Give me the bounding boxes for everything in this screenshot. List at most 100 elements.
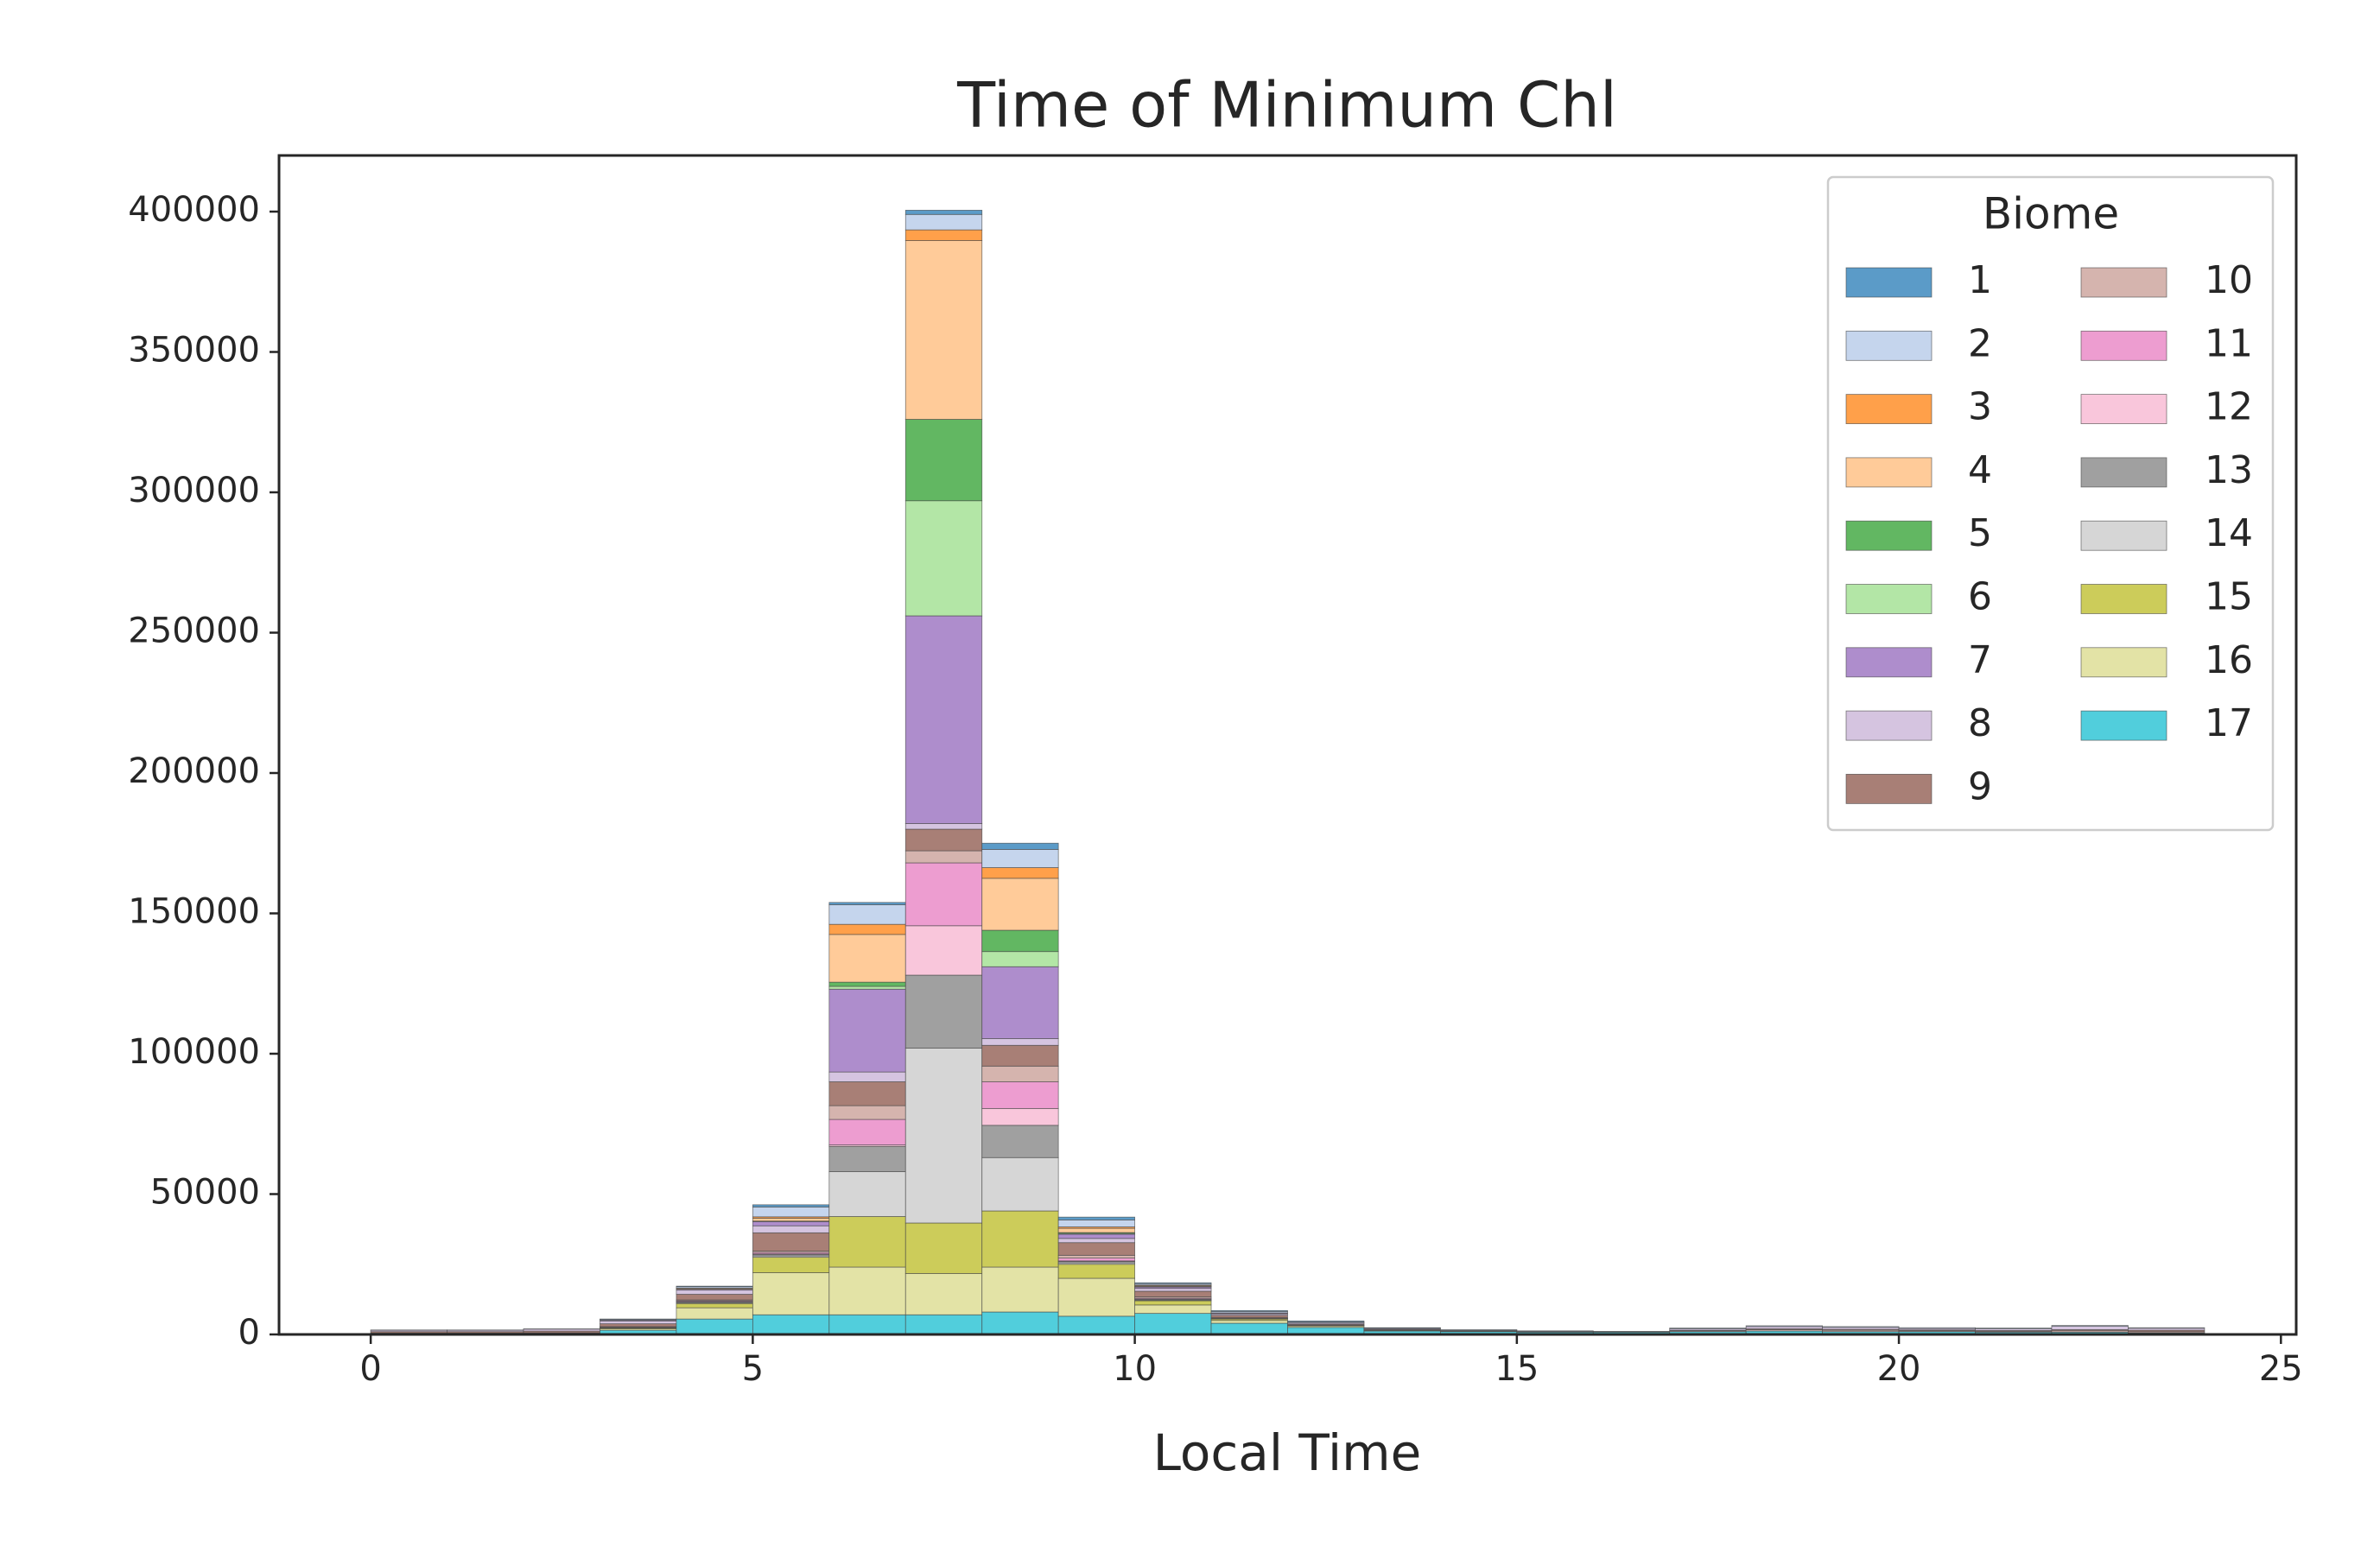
legend-swatch — [1845, 520, 1933, 551]
bar-segment — [676, 1318, 753, 1335]
legend-swatch — [2080, 520, 2167, 551]
bar-segment — [904, 925, 983, 976]
bar-segment — [1975, 1328, 2053, 1329]
bar-segment — [1057, 1258, 1136, 1262]
y-tick-label: 150000 — [128, 892, 260, 932]
legend-label: 3 — [1968, 385, 1992, 429]
bar-segment — [2051, 1325, 2129, 1327]
bar-segment — [676, 1290, 753, 1295]
bar-segment — [828, 985, 906, 990]
legend-label: 12 — [2205, 385, 2253, 429]
bar-segment — [1210, 1322, 1288, 1335]
bar-segment — [1822, 1326, 1900, 1328]
bar-segment — [1439, 1329, 1518, 1331]
legend-swatch — [2080, 457, 2167, 488]
bar-segment — [752, 1314, 830, 1335]
bar-segment — [904, 240, 983, 420]
bar-segment — [752, 1204, 830, 1207]
bar-segment — [981, 951, 1059, 967]
bar-segment — [981, 1081, 1059, 1109]
bar-segment — [1669, 1328, 1747, 1329]
bar-segment — [600, 1323, 677, 1328]
legend-swatch — [2080, 647, 2167, 678]
x-tick-label: 10 — [1113, 1349, 1157, 1389]
bar-segment — [2051, 1326, 2129, 1330]
x-tick-label: 15 — [1495, 1349, 1539, 1389]
bar-segment — [1134, 1290, 1212, 1297]
bar-segment — [981, 1065, 1059, 1082]
y-tick-label: 50000 — [150, 1173, 260, 1213]
legend-swatch — [1845, 584, 1933, 614]
legend-label: 2 — [1968, 321, 1992, 365]
y-tick-label: 350000 — [128, 331, 260, 371]
bar-segment — [828, 1171, 906, 1217]
legend-label: 7 — [1968, 638, 1992, 682]
bar-segment — [1057, 1242, 1136, 1256]
x-axis-label: Local Time — [1153, 1423, 1422, 1482]
bar-segment — [1745, 1325, 1824, 1328]
bar-segment — [752, 1207, 830, 1218]
bar-segment — [981, 867, 1059, 879]
bar-segment — [752, 1220, 830, 1226]
bar-segment — [828, 1216, 906, 1268]
legend-label: 10 — [2205, 258, 2253, 302]
bar-segment — [904, 500, 983, 617]
bar-segment — [904, 419, 983, 502]
bar-segment — [904, 1048, 983, 1224]
legend-label: 4 — [1968, 448, 1992, 492]
legend-title: Biome — [1983, 189, 2119, 239]
bar-segment — [1516, 1330, 1594, 1332]
bar-segment — [828, 902, 906, 905]
bar-segment — [904, 1222, 983, 1274]
x-tick-label: 5 — [742, 1349, 764, 1389]
bar-segment — [981, 1044, 1059, 1067]
bar-segment — [1134, 1300, 1212, 1306]
bar-segment — [904, 974, 983, 1049]
bar-segment — [1134, 1304, 1212, 1315]
legend-swatch — [1845, 710, 1933, 741]
bar-segment — [828, 904, 906, 925]
bar-segment — [676, 1302, 753, 1309]
y-tick-label: 300000 — [128, 471, 260, 510]
bar-segment — [981, 849, 1059, 868]
bar-segment — [752, 1232, 830, 1252]
bar-segment — [828, 923, 906, 935]
legend-label: 15 — [2205, 575, 2253, 619]
bar-segment — [1057, 1315, 1136, 1335]
legend-swatch — [2080, 584, 2167, 614]
bar-segment — [904, 823, 983, 830]
bar-segment — [981, 842, 1059, 850]
bar-segment — [1210, 1309, 1288, 1312]
legend-label: 16 — [2205, 638, 2253, 682]
legend-label: 5 — [1968, 511, 1992, 555]
bar-segment — [1057, 1264, 1136, 1279]
bar-segment — [981, 929, 1059, 953]
bar-segment — [981, 878, 1059, 931]
bar-segment — [1210, 1320, 1288, 1324]
bar-segment — [676, 1285, 753, 1288]
bar-segment — [981, 1210, 1059, 1268]
bar-segment — [828, 1081, 906, 1106]
chart-title: Time of Minimum Chl — [956, 69, 1617, 142]
bar-segment — [828, 1145, 906, 1172]
legend-swatch — [2080, 394, 2167, 425]
legend-swatch — [1845, 394, 1933, 425]
bar-segment — [981, 1311, 1059, 1335]
legend-label: 9 — [1968, 764, 1992, 808]
bar-segment — [1134, 1313, 1212, 1335]
legend-swatch — [1845, 457, 1933, 488]
bar-segment — [1057, 1227, 1136, 1233]
bar-segment — [828, 1314, 906, 1335]
bar-segment — [752, 1218, 830, 1222]
legend-label: 17 — [2205, 701, 2253, 745]
legend-label: 1 — [1968, 258, 1992, 302]
legend-swatch — [1845, 330, 1933, 361]
bar-segment — [828, 988, 906, 1073]
legend-swatch — [2080, 710, 2167, 741]
bar-segment — [828, 1071, 906, 1082]
bar-segment — [1057, 1254, 1136, 1258]
bar-segment — [828, 1266, 906, 1315]
bar-segment — [904, 1273, 983, 1315]
